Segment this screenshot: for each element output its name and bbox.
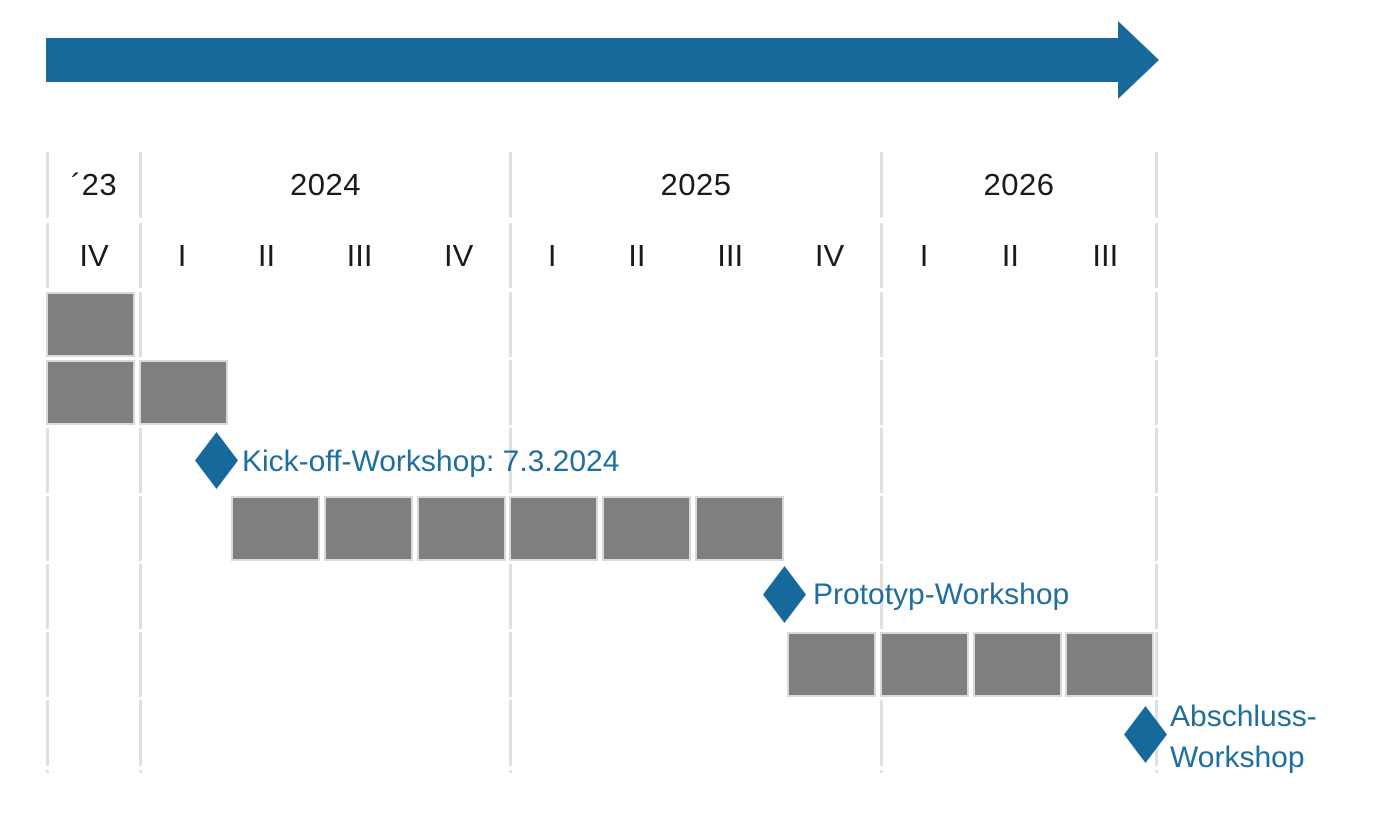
bar-segment — [1065, 632, 1154, 697]
grid-body-row — [46, 428, 1158, 493]
year-label: 2024 — [290, 167, 361, 202]
grid-body-row — [46, 292, 1158, 357]
year-column-23: ´23 — [46, 152, 139, 218]
quarter-label: IV — [443, 237, 474, 273]
milestone-label: Prototyp-Workshop — [813, 578, 1070, 611]
bar-segment — [787, 632, 876, 697]
bar-segment — [880, 632, 969, 697]
year-column-2025: 2025 — [509, 152, 880, 218]
quarter-cells-2026: I II III — [880, 223, 1158, 288]
year-label: 2025 — [660, 167, 732, 202]
quarter-label: IV — [79, 237, 109, 273]
year-column-2026: 2026 — [880, 152, 1158, 218]
quarter-label: I — [177, 237, 187, 273]
grid-stub-row — [46, 770, 1158, 773]
bar-segment — [46, 360, 135, 425]
grid-body-row — [46, 564, 1158, 629]
quarter-cells-23: IV — [46, 223, 139, 288]
year-label: 2026 — [983, 167, 1055, 202]
bar-segment — [231, 496, 320, 561]
grid-body-row — [46, 700, 1158, 766]
quarter-label: III — [346, 237, 373, 273]
bar-segment — [509, 496, 598, 561]
quarter-cells-2025: I II III IV — [509, 223, 880, 288]
quarter-label: II — [628, 237, 646, 273]
bar-segment — [324, 496, 413, 561]
bar-segment — [973, 632, 1062, 697]
bar-segment — [139, 360, 228, 425]
quarter-cells-2024: I II III IV — [139, 223, 509, 288]
quarter-label: IV — [814, 237, 845, 273]
quarter-label: I — [547, 237, 557, 273]
year-column-2024: 2024 — [139, 152, 509, 218]
quarter-label: II — [257, 237, 276, 273]
bar-segment — [602, 496, 691, 561]
milestone-label: Kick-off-Workshop: 7.3.2024 — [242, 445, 620, 478]
milestone-label-line1: Abschluss- — [1170, 700, 1317, 733]
quarter-label: II — [1001, 237, 1019, 273]
quarter-label: III — [717, 237, 744, 273]
bar-segment — [417, 496, 506, 561]
quarter-header-row: IV I II III IV I II III IV I II III — [46, 223, 1158, 288]
milestone-label: Abschluss- Workshop — [1170, 696, 1317, 778]
timeline-arrow-body — [46, 38, 1118, 82]
quarter-label: III — [1092, 237, 1119, 273]
year-label: ´23 — [70, 167, 118, 202]
timeline-arrow-head-icon — [1118, 21, 1159, 99]
bar-segment — [46, 292, 135, 357]
year-header-row: ´23 2024 2025 2026 — [46, 152, 1158, 218]
milestone-label-line2: Workshop — [1170, 741, 1305, 774]
quarter-label: I — [919, 237, 929, 273]
bar-segment — [695, 496, 784, 561]
